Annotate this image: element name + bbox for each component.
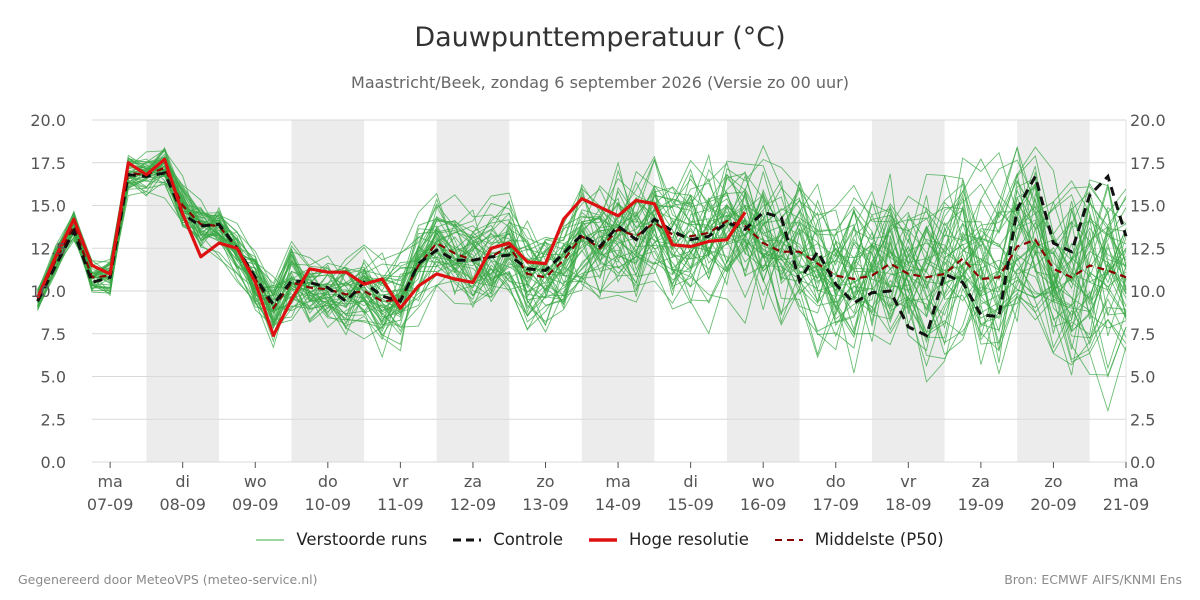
control-path [36, 171, 1128, 338]
y-tick-label-left: 0.0 [41, 453, 66, 472]
x-tick-date: 08-09 [159, 495, 206, 514]
x-tick-date: 20-09 [1030, 495, 1077, 514]
legend-label: Hoge resolutie [628, 530, 749, 549]
x-tick-day: di [175, 472, 190, 491]
y-tick-label-left: 10.0 [30, 282, 66, 301]
y-tick-label-right: 5.0 [1130, 368, 1155, 387]
x-tick-date: 11-09 [377, 495, 424, 514]
legend-item-perturbed: Verstoorde runs [256, 530, 427, 549]
x-tick-date: 18-09 [885, 495, 932, 514]
x-tick-date: 09-09 [232, 495, 279, 514]
y-tick-label-left: 12.5 [30, 239, 66, 258]
legend-item-control: Controle [453, 530, 563, 549]
legend-swatch-dashed-black [453, 538, 482, 541]
ensemble-run [37, 158, 1127, 383]
ensemble-run [37, 157, 1127, 359]
legend-item-hres: Hoge resolutie [588, 530, 749, 549]
chart-canvas: 0.0 0.0 2.5 2.5 5.0 5.0 7.5 7.5 10.0 10.0 12.5 12.5… [30, 111, 1165, 514]
x-tick-date: 14-09 [595, 495, 642, 514]
x-tick-day: wo [752, 472, 775, 491]
legend-label: Controle [493, 530, 563, 549]
x-tick-date: 21-09 [1103, 495, 1150, 514]
legend-swatch-dashed-darkred [774, 538, 803, 541]
y-tick-label-right: 7.5 [1130, 325, 1155, 344]
ensemble-run [37, 156, 1127, 352]
x-tick-day: zo [536, 472, 554, 491]
ensemble-run [37, 158, 1127, 339]
x-tick-date: 12-09 [450, 495, 497, 514]
x-tick-date: 16-09 [740, 495, 787, 514]
x-tick-date: 19-09 [958, 495, 1005, 514]
x-tick-day: ma [1113, 472, 1138, 491]
legend-swatch-thick-red [588, 537, 617, 542]
perturbed-runs [37, 144, 1127, 413]
x-tick-day: vr [392, 472, 408, 491]
x-tick-date: 07-09 [87, 495, 134, 514]
ensemble-run [37, 146, 1127, 330]
x-tick-day: ma [605, 472, 630, 491]
high-resolution-line [36, 157, 747, 338]
x-tick-date: 13-09 [522, 495, 569, 514]
legend-item-p50: Middelste (P50) [774, 530, 944, 549]
legend-label: Verstoorde runs [296, 530, 428, 549]
x-tick-day: ma [97, 472, 122, 491]
legend-swatch-thin-green [256, 539, 285, 540]
y-tick-label-left: 15.0 [30, 197, 66, 216]
hres-path [36, 157, 747, 338]
ensemble-run [37, 162, 1127, 337]
control-line [36, 171, 1128, 338]
y-tick-label-right: 15.0 [1130, 197, 1166, 216]
axes: 0.0 0.0 2.5 2.5 5.0 5.0 7.5 7.5 10.0 10.0 12.5 12.5… [30, 111, 1165, 514]
y-tick-label-right: 0.0 [1130, 453, 1155, 472]
x-tick-day: vr [900, 472, 916, 491]
x-tick-day: zo [1044, 472, 1062, 491]
y-tick-label-right: 20.0 [1130, 111, 1166, 130]
ensemble-run [37, 160, 1127, 352]
y-tick-label-left: 7.5 [41, 325, 66, 344]
y-tick-label-right: 12.5 [1130, 239, 1166, 258]
y-tick-label-left: 20.0 [30, 111, 66, 130]
chart-title: Dauwpunttemperatuur (°C) [414, 22, 786, 53]
y-tick-label-right: 2.5 [1130, 410, 1155, 429]
x-tick-date: 17-09 [813, 495, 860, 514]
y-tick-label-left: 2.5 [41, 410, 66, 429]
x-tick-day: wo [244, 472, 267, 491]
x-tick-date: 15-09 [667, 495, 714, 514]
ensemble-run [37, 174, 1127, 345]
x-tick-day: za [464, 472, 482, 491]
footer-source: Bron: ECMWF AIFS/KNMI Ens [1004, 572, 1182, 587]
x-tick-day: do [318, 472, 338, 491]
x-tick-day: di [683, 472, 698, 491]
y-tick-label-right: 17.5 [1130, 154, 1166, 173]
legend-label: Middelste (P50) [814, 530, 944, 549]
x-tick-day: za [972, 472, 990, 491]
y-tick-label-right: 10.0 [1130, 282, 1166, 301]
x-tick-date: 10-09 [305, 495, 352, 514]
footer-generated: Gegenereerd door MeteoVPS (meteo-service… [18, 572, 318, 587]
chart-subtitle: Maastricht/Beek, zondag 6 september 2026… [351, 73, 849, 92]
y-tick-label-left: 17.5 [30, 154, 66, 173]
ensemble-run [37, 150, 1127, 320]
legend: Verstoorde runs Controle Hoge resolutie … [0, 530, 1200, 549]
x-tick-day: do [826, 472, 846, 491]
ensemble-run [37, 149, 1127, 335]
y-tick-label-left: 5.0 [41, 368, 66, 387]
